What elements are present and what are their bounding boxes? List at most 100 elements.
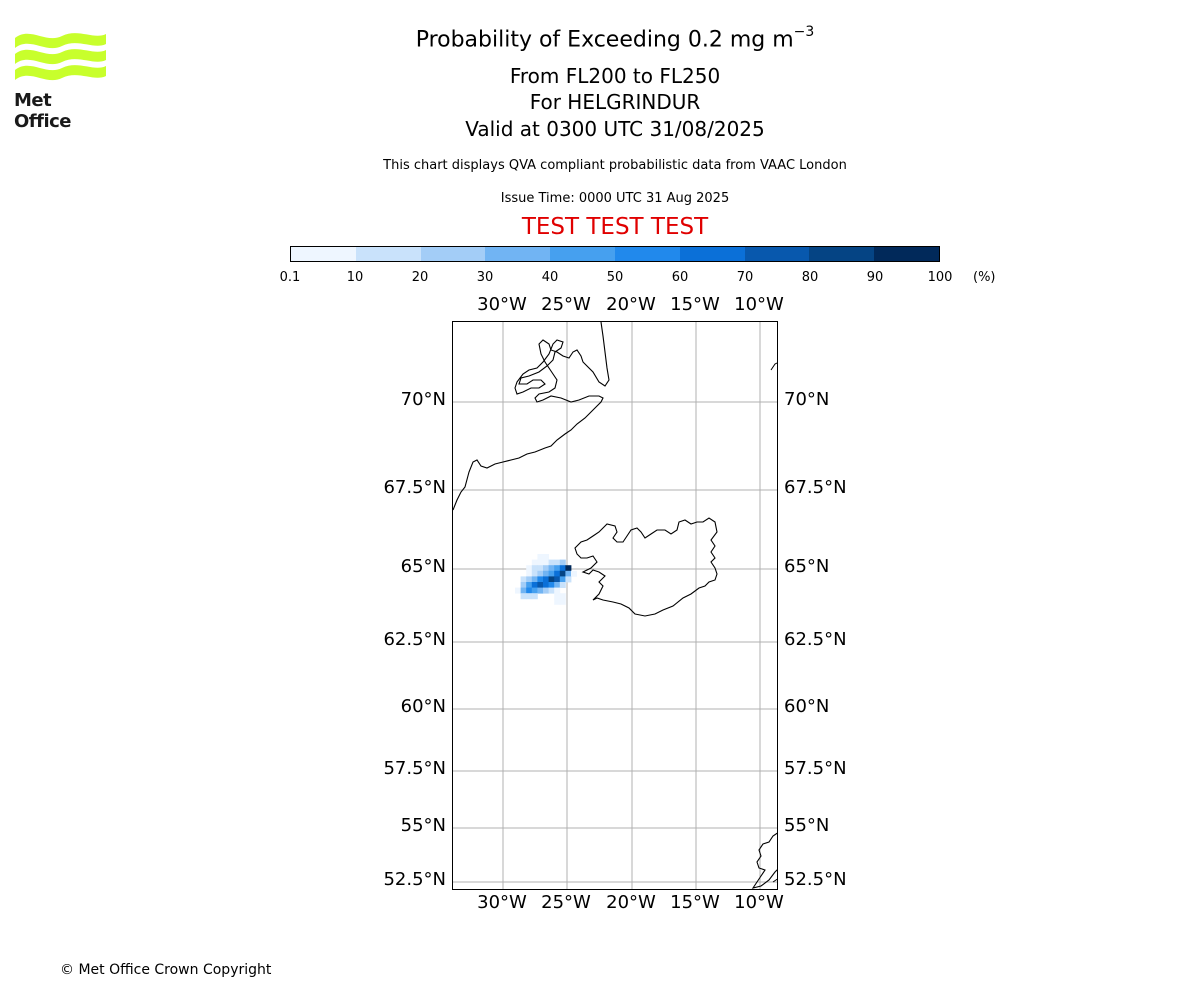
ash-probability-cell — [537, 576, 544, 583]
latitude-label: 62.5°N — [383, 629, 446, 650]
map-panel — [452, 321, 778, 890]
copyright-notice: © Met Office Crown Copyright — [60, 962, 272, 978]
ash-probability-cell — [537, 565, 544, 572]
info-line: This chart displays QVA compliant probab… — [383, 158, 847, 173]
jan-mayen-island — [770, 362, 777, 371]
colorbar-tick-label: 0.1 — [279, 270, 301, 285]
colorbar-tick-label: 70 — [736, 270, 754, 285]
latitude-label: 70°N — [784, 389, 830, 410]
title-superscript: −3 — [793, 24, 815, 40]
longitude-label: 30°W — [477, 892, 527, 913]
ash-probability-cell — [559, 576, 566, 583]
ash-probability-cell — [526, 593, 533, 600]
ash-probability-cell — [520, 576, 527, 583]
colorbar-tick-label: 100 — [927, 270, 953, 285]
ash-probability-cell — [520, 593, 527, 600]
ash-probability-cell — [531, 570, 538, 577]
greenland-fjord — [514, 339, 564, 395]
ash-probability-cell — [559, 598, 566, 605]
latitude-label: 52.5°N — [784, 869, 847, 890]
british-isles-coastline — [751, 832, 777, 889]
ash-probability-cell — [559, 565, 566, 572]
ash-probability-cell — [565, 565, 572, 572]
ash-probability-cell — [543, 570, 549, 577]
colorbar-tick-label: 50 — [606, 270, 624, 285]
colorbar-unit: (%) — [973, 270, 996, 285]
issue-time: Issue Time: 0000 UTC 31 Aug 2025 — [500, 191, 730, 206]
ash-probability-cell — [554, 593, 561, 600]
ash-probability-cell — [531, 559, 538, 566]
ash-probability-cell — [520, 587, 527, 594]
ash-probability-cell — [548, 565, 555, 572]
ash-probability-cell — [531, 587, 538, 594]
ash-probability-cell — [548, 570, 555, 577]
colorbar-tick-label: 60 — [671, 270, 689, 285]
ash-probability-cell — [554, 576, 561, 583]
subtitle-flight-levels: From FL200 to FL250 — [509, 64, 721, 88]
subtitle-volcano: For HELGRINDUR — [529, 90, 701, 114]
colorbar-segment — [744, 247, 810, 261]
greenland-coastline — [453, 322, 610, 511]
ash-probability-cell — [537, 582, 544, 588]
ash-probability-cell — [565, 576, 572, 583]
colorbar-segment — [809, 247, 875, 261]
longitude-label: 15°W — [670, 294, 720, 315]
ash-probability-cell — [526, 587, 533, 594]
ash-probability-cell — [531, 565, 538, 572]
ash-probability-cell — [543, 565, 549, 572]
colorbar-segment — [420, 247, 486, 261]
ash-probability-cell — [554, 587, 561, 594]
longitude-label: 30°W — [477, 294, 527, 315]
colorbar-segment — [614, 247, 680, 261]
colorbar-segment — [485, 247, 551, 261]
ash-probability-cell — [565, 570, 572, 577]
test-banner: TEST TEST TEST — [521, 214, 709, 240]
ash-probability-cell — [520, 582, 527, 588]
ash-probability-cell — [526, 582, 533, 588]
ash-probability-cell — [531, 593, 538, 600]
colorbar-segment — [355, 247, 421, 261]
latitude-label: 55°N — [400, 815, 446, 836]
colorbar-segment — [874, 247, 939, 261]
iceland-coastline — [574, 517, 718, 617]
ash-probability-field — [515, 554, 577, 605]
ash-probability-cell — [559, 570, 566, 577]
ash-probability-cell — [526, 565, 533, 572]
map-svg — [453, 322, 777, 889]
colorbar-tick-label: 40 — [541, 270, 559, 285]
longitude-label: 15°W — [670, 892, 720, 913]
ash-probability-cell — [548, 582, 555, 588]
ash-probability-cell — [548, 587, 555, 594]
ash-probability-cell — [515, 587, 521, 594]
colorbar-tick-label: 80 — [801, 270, 819, 285]
latitude-label: 67.5°N — [383, 477, 446, 498]
ash-probability-cell — [559, 582, 566, 588]
latitude-label: 57.5°N — [784, 758, 847, 779]
ash-probability-cell — [531, 576, 538, 583]
logo-text: Met Office — [14, 90, 72, 132]
ash-probability-cell — [543, 559, 549, 566]
latitude-label: 62.5°N — [784, 629, 847, 650]
longitude-label: 10°W — [734, 294, 784, 315]
colorbar-tick-label: 10 — [346, 270, 364, 285]
colorbar-tick-label: 20 — [411, 270, 429, 285]
ash-probability-cell — [531, 582, 538, 588]
latitude-label: 55°N — [784, 815, 830, 836]
title-main: Probability of Exceeding 0.2 mg m — [415, 27, 794, 53]
ash-probability-cell — [543, 576, 549, 583]
ash-probability-cell — [554, 582, 561, 588]
ash-probability-cell — [526, 570, 533, 577]
ash-probability-cell — [548, 576, 555, 583]
longitude-label: 20°W — [606, 294, 656, 315]
latitude-label: 60°N — [784, 696, 830, 717]
met-office-logo: Met Office — [14, 28, 110, 132]
colorbar-tick-label: 30 — [476, 270, 494, 285]
latitude-label: 52.5°N — [383, 869, 446, 890]
latitude-label: 67.5°N — [784, 477, 847, 498]
latitude-label: 60°N — [400, 696, 446, 717]
longitude-label: 25°W — [541, 294, 591, 315]
colorbar-segment — [550, 247, 615, 261]
colorbar-segment — [291, 247, 356, 261]
ash-probability-cell — [537, 587, 544, 594]
ash-probability-cell — [559, 559, 566, 566]
